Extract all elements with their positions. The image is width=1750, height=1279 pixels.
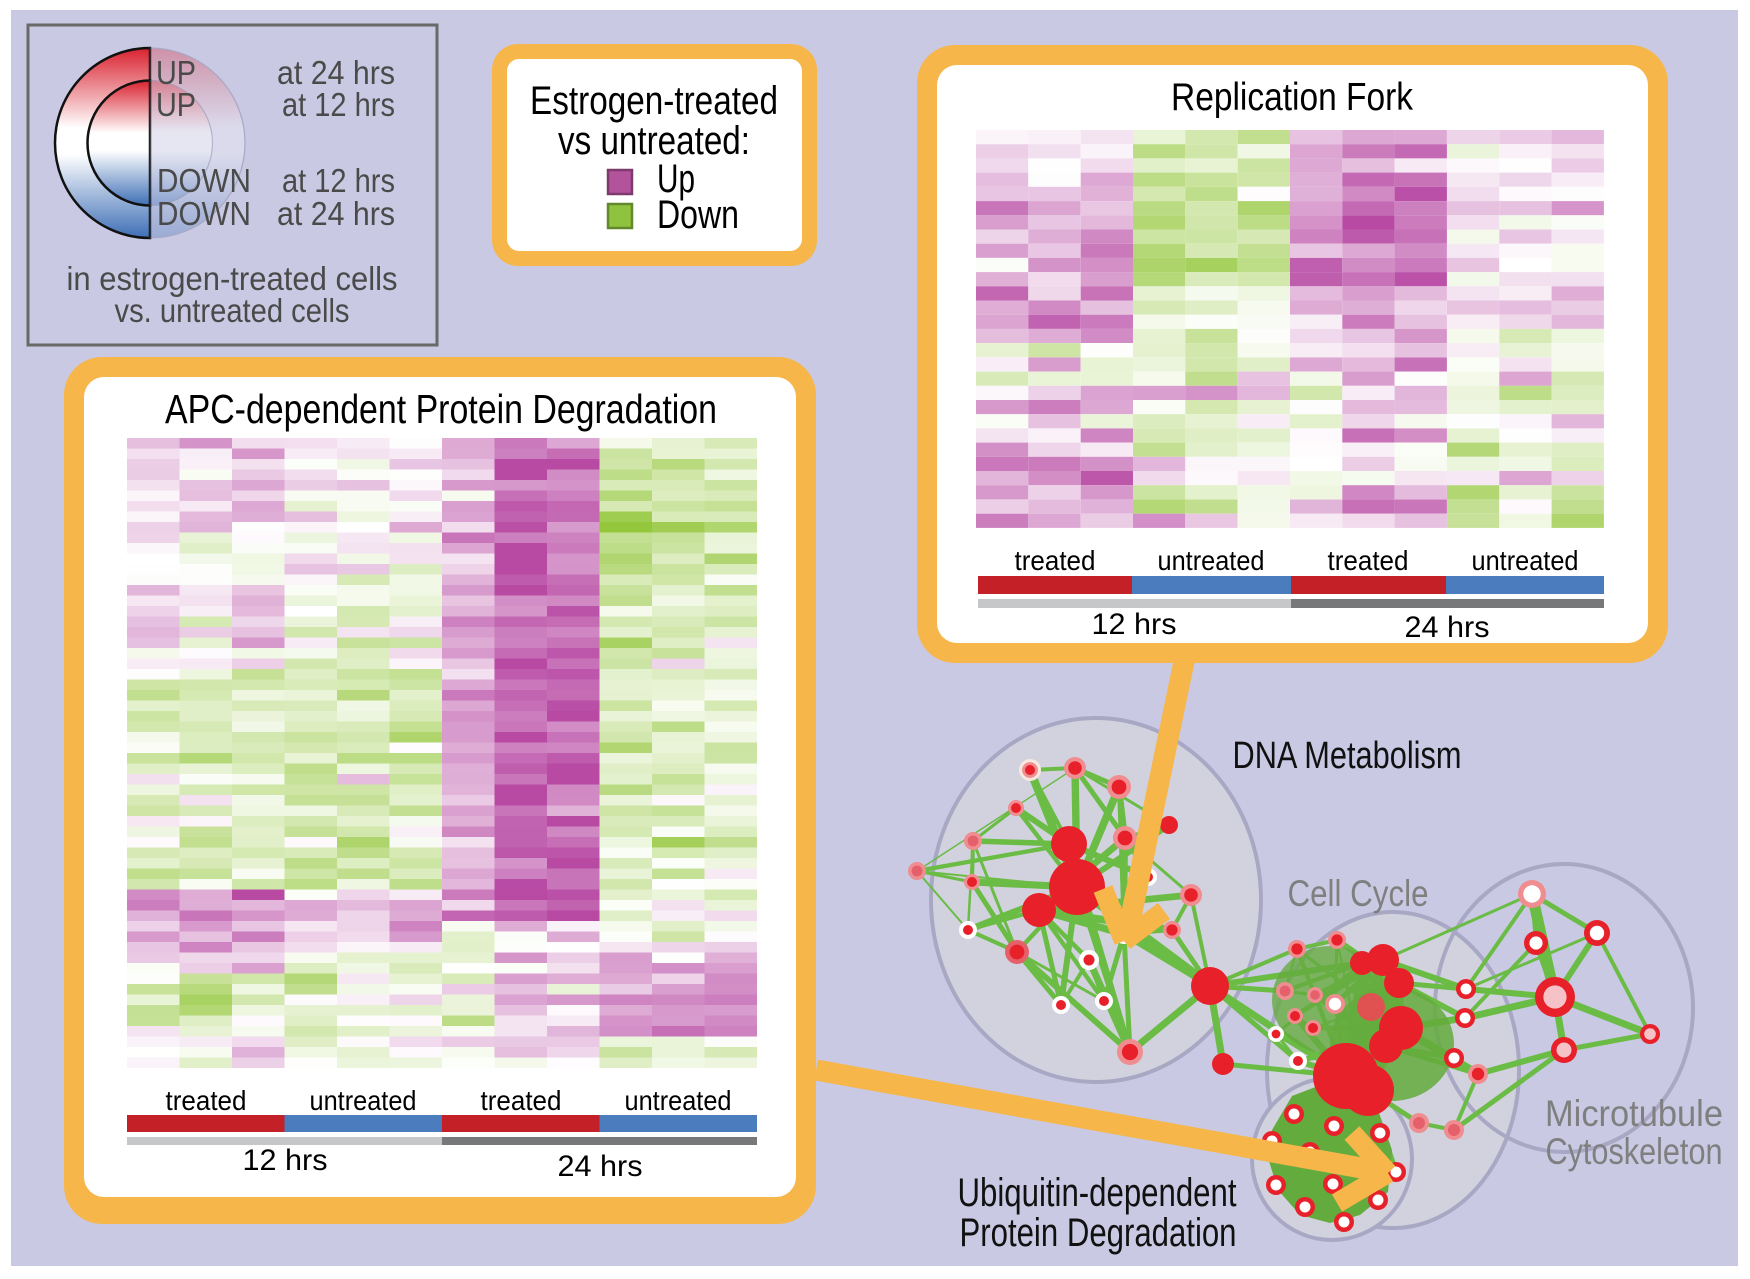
svg-text:UP: UP <box>156 86 196 123</box>
svg-text:at 12 hrs: at 12 hrs <box>282 162 395 199</box>
svg-text:Up: Up <box>657 157 695 201</box>
svg-text:vs untreated:: vs untreated: <box>558 119 750 163</box>
svg-text:Ubiquitin-dependent: Ubiquitin-dependent <box>958 1171 1237 1215</box>
svg-text:Cell Cycle: Cell Cycle <box>1288 873 1429 914</box>
svg-text:Estrogen-treated: Estrogen-treated <box>530 79 778 123</box>
svg-text:Replication Fork: Replication Fork <box>1171 76 1413 119</box>
svg-text:Down: Down <box>657 193 739 237</box>
svg-text:untreated: untreated <box>625 1085 732 1116</box>
svg-text:Protein Degradation: Protein Degradation <box>960 1211 1237 1255</box>
svg-text:Microtubule: Microtubule <box>1545 1093 1723 1134</box>
svg-text:untreated: untreated <box>310 1085 417 1116</box>
svg-text:DOWN: DOWN <box>157 195 251 232</box>
svg-text:DOWN: DOWN <box>157 162 251 199</box>
svg-text:at 24 hrs: at 24 hrs <box>277 54 395 91</box>
svg-text:treated: treated <box>1328 545 1409 576</box>
svg-text:vs. untreated cells: vs. untreated cells <box>115 292 350 329</box>
svg-text:treated: treated <box>1015 545 1096 576</box>
svg-text:24 hrs: 24 hrs <box>558 1150 643 1183</box>
svg-text:UP: UP <box>156 54 196 91</box>
svg-text:untreated: untreated <box>1158 545 1265 576</box>
svg-text:at 24 hrs: at 24 hrs <box>277 195 395 232</box>
svg-text:12 hrs: 12 hrs <box>1092 608 1177 641</box>
svg-text:Cytoskeleton: Cytoskeleton <box>1546 1131 1723 1172</box>
svg-text:in estrogen-treated cells: in estrogen-treated cells <box>67 260 398 297</box>
svg-text:at 12 hrs: at 12 hrs <box>282 86 395 123</box>
svg-text:DNA Metabolism: DNA Metabolism <box>1233 735 1462 777</box>
svg-text:treated: treated <box>481 1085 562 1116</box>
svg-text:untreated: untreated <box>1472 545 1579 576</box>
svg-text:treated: treated <box>166 1085 247 1116</box>
svg-text:12 hrs: 12 hrs <box>243 1144 328 1177</box>
svg-text:24 hrs: 24 hrs <box>1405 611 1490 644</box>
svg-text:APC-dependent Protein Degradat: APC-dependent Protein Degradation <box>165 386 717 432</box>
